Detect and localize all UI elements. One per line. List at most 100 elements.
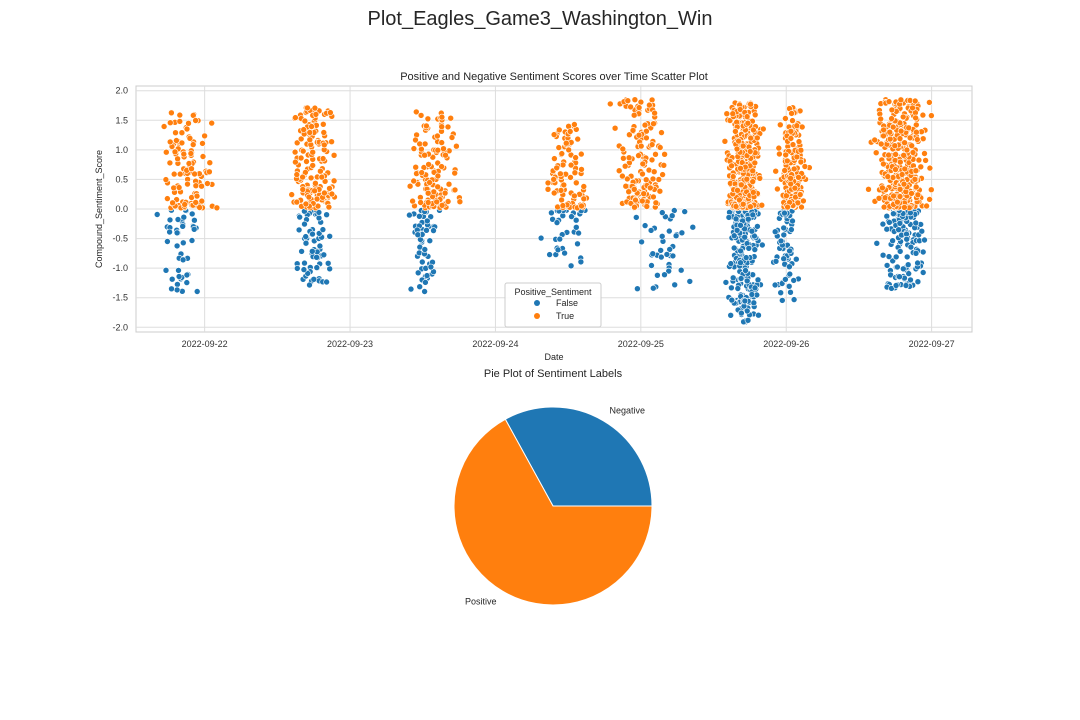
scatter-point — [758, 201, 766, 209]
scatter-point — [166, 216, 174, 224]
scatter-point — [323, 278, 330, 286]
figure-suptitle: Plot_Eagles_Game3_Washington_Win — [367, 8, 713, 30]
scatter-point — [192, 199, 199, 206]
scatter-point — [199, 153, 207, 160]
pie-slice-negative — [504, 406, 653, 507]
scatter-point — [546, 251, 553, 258]
scatter-point — [741, 297, 749, 305]
scatter-point — [758, 241, 766, 249]
scatter-point — [173, 229, 181, 237]
scatter-point — [193, 192, 201, 200]
scatter-point — [912, 250, 920, 257]
scatter-point — [749, 211, 757, 219]
scatter-point — [421, 246, 429, 253]
scatter-point — [756, 175, 764, 182]
scatter-point — [782, 151, 790, 159]
y-tick-label: -0.5 — [112, 234, 128, 244]
pie-label-positive: Positive — [465, 597, 497, 607]
scatter-point — [783, 192, 790, 199]
scatter-point — [179, 256, 187, 264]
scatter-point — [778, 297, 786, 304]
scatter-point — [668, 212, 676, 219]
scatter-point — [776, 150, 783, 158]
scatter-point — [326, 185, 333, 192]
scatter-point — [743, 277, 751, 285]
scatter-point — [410, 145, 418, 152]
scatter-point — [451, 169, 459, 177]
scatter-point — [913, 128, 920, 136]
scatter-point — [798, 203, 805, 211]
scatter-point — [561, 249, 568, 257]
scatter-point — [926, 99, 933, 106]
scatter-point — [166, 138, 174, 146]
y-tick-label: 0.5 — [115, 174, 128, 184]
scatter-point — [728, 284, 735, 292]
scatter-point — [753, 134, 761, 142]
scatter-point — [619, 145, 627, 153]
scatter-point — [656, 187, 664, 195]
scatter-point — [875, 195, 883, 202]
scatter-point — [879, 220, 887, 228]
scatter-point — [895, 226, 902, 233]
scatter-point — [183, 125, 191, 133]
scatter-point — [571, 169, 579, 176]
scatter-point — [665, 267, 673, 275]
scatter-point — [735, 137, 742, 145]
scatter-point — [909, 149, 917, 156]
scatter-point — [865, 186, 872, 193]
scatter-point — [896, 193, 904, 200]
scatter-point — [748, 227, 756, 235]
scatter-chart: 2022-09-22 2022-09-23 2022-09-24 2022-09-25… — [94, 71, 973, 362]
scatter-point — [904, 261, 912, 269]
scatter-point — [192, 182, 200, 189]
scatter-point — [789, 117, 796, 124]
scatter-point — [176, 118, 184, 125]
scatter-point — [917, 163, 925, 171]
scatter-point — [892, 166, 899, 173]
scatter-point — [883, 225, 891, 233]
scatter-point — [315, 214, 323, 222]
scatter-point — [643, 203, 651, 210]
scatter-point — [648, 156, 656, 164]
scatter-point — [442, 151, 449, 159]
scatter-point — [162, 266, 170, 274]
scatter-point — [306, 136, 314, 144]
scatter-point — [625, 188, 633, 195]
scatter-point — [164, 195, 171, 202]
scatter-point — [921, 236, 928, 244]
scatter-point — [926, 196, 933, 203]
scatter-point — [787, 175, 794, 182]
scatter-point — [790, 165, 798, 173]
scatter-point — [646, 101, 653, 109]
scatter-point — [780, 231, 788, 239]
scatter-point — [795, 138, 803, 145]
scatter-point — [308, 248, 316, 255]
scatter-point — [572, 179, 580, 187]
scatter-point — [881, 194, 889, 201]
scatter-point — [168, 275, 176, 283]
scatter-point — [311, 187, 318, 195]
scatter-point — [901, 165, 909, 173]
scatter-point — [319, 155, 327, 162]
scatter-point — [639, 160, 647, 168]
scatter-point — [638, 197, 646, 205]
scatter-point — [297, 154, 305, 162]
scatter-point — [302, 200, 310, 208]
scatter-point — [300, 266, 308, 273]
y-tick-label: 0.0 — [115, 204, 128, 214]
scatter-point — [185, 120, 192, 127]
scatter-point — [909, 104, 916, 112]
scatter-point — [737, 247, 744, 255]
scatter-point — [737, 222, 744, 229]
scatter-point — [166, 159, 174, 167]
scatter-point — [739, 200, 747, 208]
scatter-point — [421, 288, 428, 295]
scatter-point — [167, 119, 174, 126]
scatter-point — [311, 104, 319, 112]
scatter-point — [755, 311, 762, 319]
legend-entry-true: True — [556, 311, 574, 321]
scatter-point — [635, 131, 643, 139]
scatter-point — [733, 227, 741, 234]
scatter-point — [580, 195, 588, 203]
